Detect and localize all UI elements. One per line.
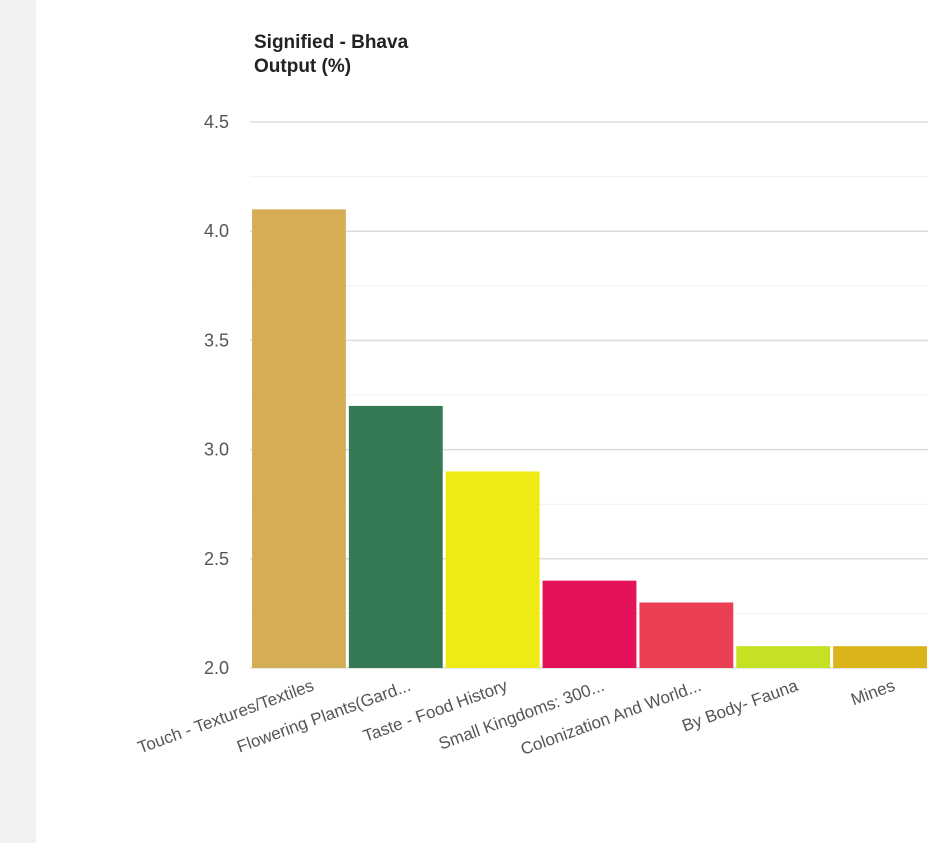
bar[interactable]: [639, 602, 733, 668]
y-tick-label: 4.5: [204, 112, 229, 132]
y-tick-label: 4.0: [204, 221, 229, 241]
bar[interactable]: [446, 471, 540, 668]
y-tick-label: 3.0: [204, 440, 229, 460]
x-tick-label: Colonization And World...: [518, 676, 704, 759]
x-tick-label: Flowering Plants(Gard...: [234, 676, 413, 757]
x-tick-label: Touch - Textures/Textiles: [135, 676, 316, 757]
y-tick-label: 3.5: [204, 330, 229, 350]
y-tick-label: 2.5: [204, 549, 229, 569]
bar[interactable]: [736, 646, 830, 668]
x-tick-label: Mines: [848, 676, 897, 709]
bar[interactable]: [252, 209, 346, 668]
bar[interactable]: [543, 581, 637, 668]
bar[interactable]: [349, 406, 443, 668]
bar[interactable]: [833, 646, 927, 668]
y-tick-label: 2.0: [204, 658, 229, 678]
